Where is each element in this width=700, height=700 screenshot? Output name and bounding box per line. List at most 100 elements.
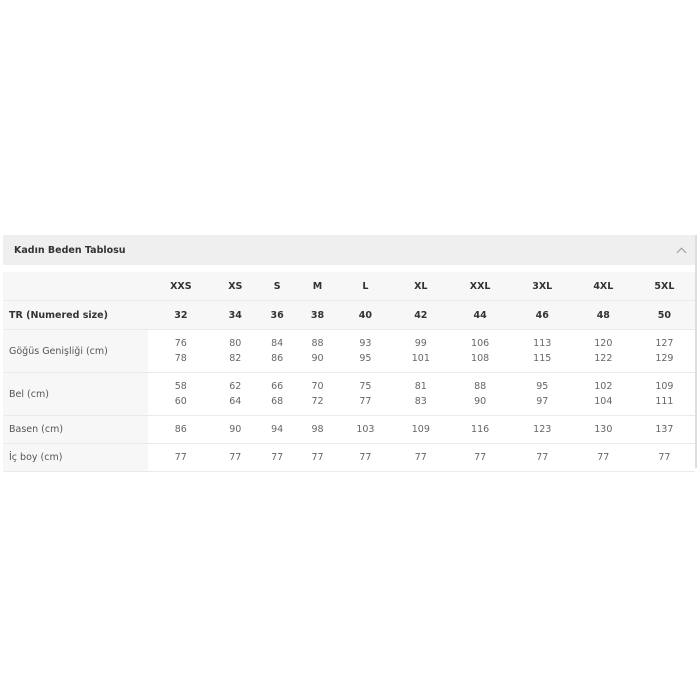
value-line: 66 xyxy=(271,381,284,392)
value-line: 83 xyxy=(414,396,427,407)
size-header: XL xyxy=(393,272,449,301)
value-cell: 70 72 xyxy=(297,372,338,416)
value-cell: 40 xyxy=(337,300,394,330)
size-header-row: XXS XS S M L XL XXL 3XL 4XL 5XL xyxy=(3,272,695,301)
value-cell: 99 101 xyxy=(393,329,449,373)
value-line: 77 xyxy=(359,396,372,407)
value-cell: 58 60 xyxy=(148,372,214,416)
value-line: 109 xyxy=(655,381,674,392)
value-line: 113 xyxy=(533,338,552,349)
value-line: 60 xyxy=(174,396,187,407)
value-cell: 44 xyxy=(448,300,512,330)
value-cell: 106 108 xyxy=(448,329,512,373)
value-cell: 77 xyxy=(572,443,634,472)
value-cell: 86 xyxy=(148,415,214,444)
size-header: L xyxy=(337,272,394,301)
value-cell: 88 90 xyxy=(448,372,512,416)
value-line: 95 xyxy=(536,381,549,392)
row-label: Bel (cm) xyxy=(3,372,148,416)
value-line: 106 xyxy=(471,338,490,349)
value-cell: 77 xyxy=(337,443,394,472)
value-line: 64 xyxy=(229,396,242,407)
value-line: 102 xyxy=(594,381,613,392)
value-line: 68 xyxy=(271,396,284,407)
value-cell: 66 68 xyxy=(256,372,298,416)
value-line: 72 xyxy=(311,396,324,407)
value-cell: 50 xyxy=(633,300,695,330)
value-line: 80 xyxy=(229,338,242,349)
value-line: 111 xyxy=(655,396,674,407)
value-cell: 137 xyxy=(633,415,695,444)
size-chart-panel: Kadın Beden Tablosu XXS XS S M L XL XXL 3XL 4XL 5… xyxy=(3,235,695,472)
value-cell: 80 82 xyxy=(213,329,257,373)
value-cell: 34 xyxy=(213,300,257,330)
value-cell: 77 xyxy=(256,443,298,472)
size-header: 5XL xyxy=(633,272,695,301)
value-line: 122 xyxy=(594,353,613,364)
value-cell: 109 xyxy=(393,415,449,444)
scrollbar[interactable] xyxy=(695,235,697,468)
value-line: 78 xyxy=(174,353,187,364)
value-cell: 75 77 xyxy=(337,372,394,416)
value-cell: 77 xyxy=(148,443,214,472)
value-line: 62 xyxy=(229,381,242,392)
table-row: Göğüs Genişliği (cm) 76 78 80 82 84 86 88 90 93 95… xyxy=(3,329,695,373)
table-row: İç boy (cm) 77 77 77 77 77 77 77 77 77 77 xyxy=(3,443,695,472)
value-cell: 42 xyxy=(393,300,449,330)
value-cell: 95 97 xyxy=(511,372,573,416)
value-cell: 120 122 xyxy=(572,329,634,373)
value-cell: 88 90 xyxy=(297,329,338,373)
value-cell: 62 64 xyxy=(213,372,257,416)
value-cell: 81 83 xyxy=(393,372,449,416)
value-line: 108 xyxy=(471,353,490,364)
value-line: 104 xyxy=(594,396,613,407)
row-label: TR (Numered size) xyxy=(3,300,148,330)
value-cell: 94 xyxy=(256,415,298,444)
value-line: 86 xyxy=(271,353,284,364)
value-cell: 77 xyxy=(511,443,573,472)
value-line: 99 xyxy=(414,338,427,349)
row-label: Göğüs Genişliği (cm) xyxy=(3,329,148,373)
value-cell: 32 xyxy=(148,300,214,330)
size-chart-title: Kadın Beden Tablosu xyxy=(14,244,126,256)
size-header: S xyxy=(256,272,298,301)
size-header: 3XL xyxy=(511,272,573,301)
table-row: Basen (cm) 86 90 94 98 103 109 116 123 130 137 xyxy=(3,415,695,444)
value-cell: 102 104 xyxy=(572,372,634,416)
size-header: XS xyxy=(213,272,257,301)
value-line: 88 xyxy=(474,381,487,392)
chevron-up-icon[interactable] xyxy=(676,247,687,257)
value-cell: 90 xyxy=(213,415,257,444)
value-cell: 76 78 xyxy=(148,329,214,373)
value-line: 127 xyxy=(655,338,674,349)
value-line: 88 xyxy=(311,338,324,349)
value-line: 84 xyxy=(271,338,284,349)
row-label: İç boy (cm) xyxy=(3,443,148,472)
size-header: XXS xyxy=(148,272,214,301)
value-line: 101 xyxy=(411,353,430,364)
table-row: Bel (cm) 58 60 62 64 66 68 70 72 75 77 81 83 88 90 95 97… xyxy=(3,372,695,416)
value-cell: 123 xyxy=(511,415,573,444)
value-line: 95 xyxy=(359,353,372,364)
value-line: 90 xyxy=(474,396,487,407)
value-cell: 77 xyxy=(448,443,512,472)
value-cell: 84 86 xyxy=(256,329,298,373)
value-line: 76 xyxy=(174,338,187,349)
value-line: 97 xyxy=(536,396,549,407)
value-cell: 130 xyxy=(572,415,634,444)
value-cell: 77 xyxy=(393,443,449,472)
value-line: 81 xyxy=(414,381,427,392)
value-cell: 77 xyxy=(633,443,695,472)
value-line: 115 xyxy=(533,353,552,364)
corner-cell xyxy=(3,272,148,301)
value-cell: 98 xyxy=(297,415,338,444)
value-cell: 36 xyxy=(256,300,298,330)
value-cell: 93 95 xyxy=(337,329,394,373)
value-cell: 109 111 xyxy=(633,372,695,416)
size-header: M xyxy=(297,272,338,301)
size-chart-header[interactable]: Kadın Beden Tablosu xyxy=(3,235,695,265)
value-line: 90 xyxy=(311,353,324,364)
value-cell: 116 xyxy=(448,415,512,444)
value-line: 58 xyxy=(174,381,187,392)
value-cell: 77 xyxy=(297,443,338,472)
